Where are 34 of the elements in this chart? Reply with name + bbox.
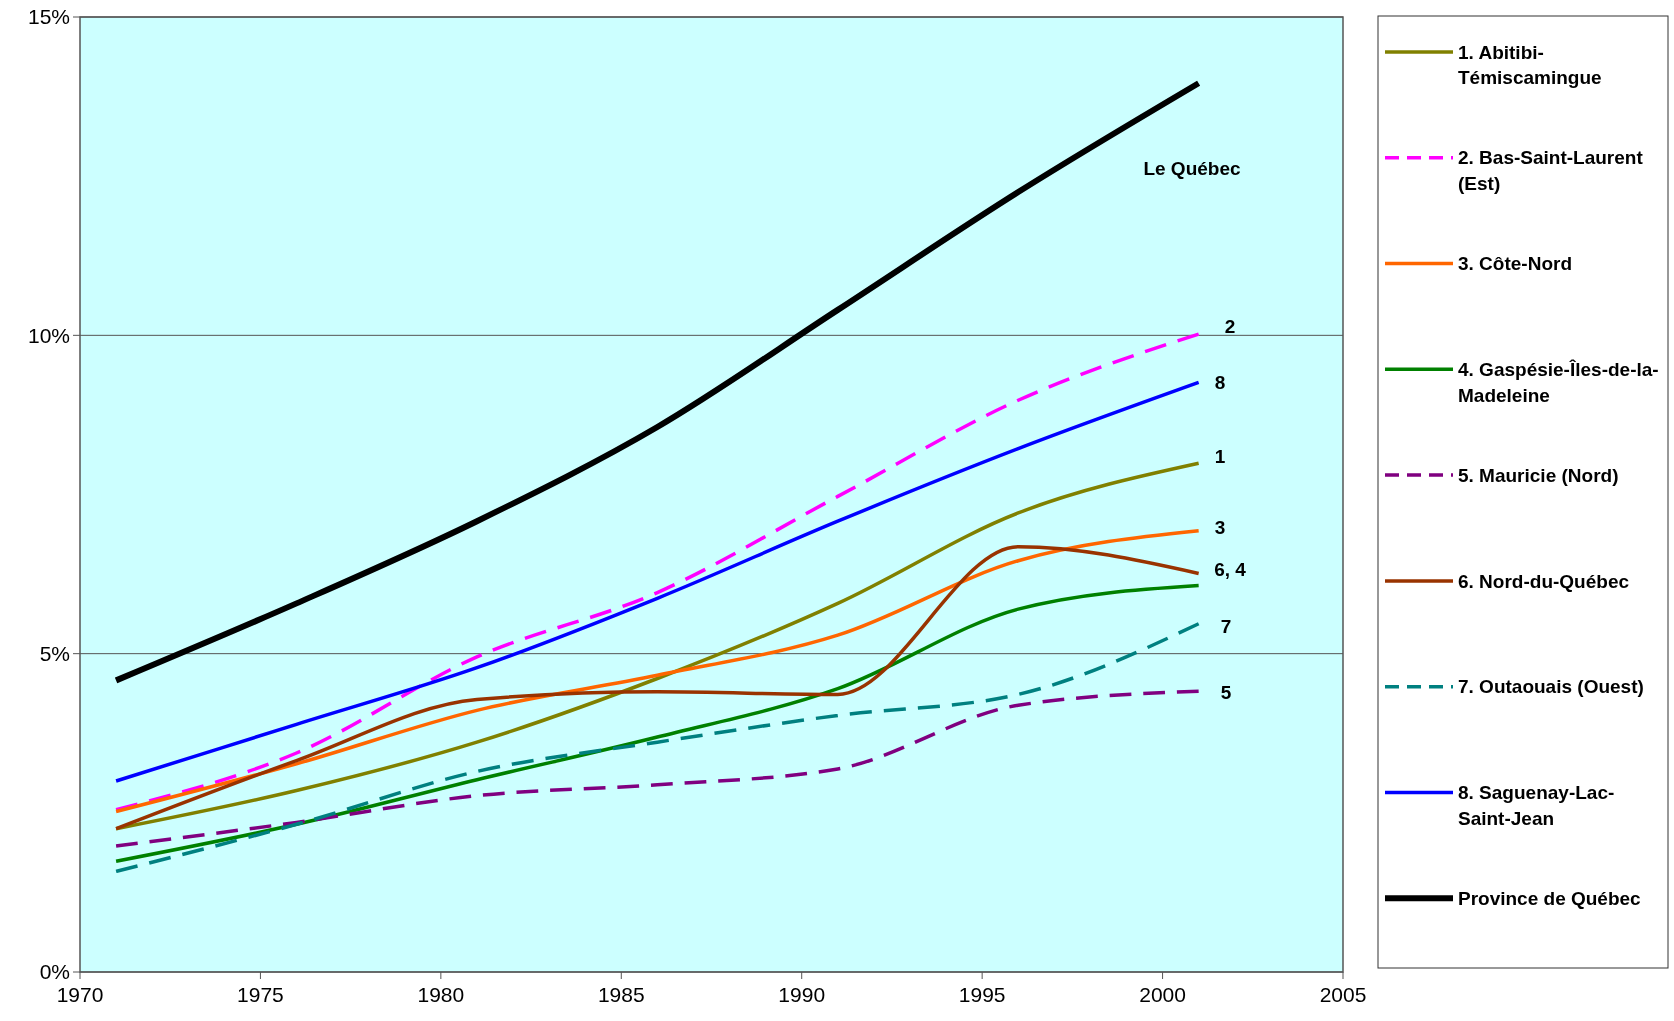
annotation: 6, 4 (1214, 558, 1247, 580)
legend-label: 3. Côte-Nord (1458, 253, 1572, 275)
y-tick-label: 10% (27, 323, 70, 347)
y-tick-label: 15% (27, 5, 70, 29)
legend-label: 4. Gaspésie-Îles-de-la-Madeleine (1458, 358, 1659, 406)
x-tick-label: 1975 (237, 983, 284, 1006)
line-series (114, 689, 1201, 848)
annotation: 5 (1220, 681, 1232, 703)
x-tick-label: 2005 (1319, 983, 1367, 1006)
legend-label: Province de Québec (1458, 887, 1642, 909)
annotation: 7 (1220, 615, 1232, 637)
annotation: 8 (1214, 371, 1226, 393)
x-tick-label: 1985 (597, 983, 645, 1006)
line-series (114, 621, 1201, 874)
annotation: 1 (1214, 445, 1226, 467)
x-tick-label: 2000 (1139, 983, 1186, 1006)
legend-label: 5. Mauricie (Nord) (1458, 464, 1619, 486)
line-series (114, 380, 1201, 783)
legend-label: 8. Saguenay-Lac-Saint-Jean (1458, 782, 1615, 829)
line-series (114, 583, 1201, 863)
y-tick-label: 5% (39, 642, 70, 666)
x-tick-label: 1980 (417, 983, 465, 1006)
line-series (114, 332, 1201, 812)
annotation: 2 (1224, 315, 1236, 337)
legend-label: 6. Nord-du-Québec (1458, 570, 1630, 592)
legend-label: 1. Abitibi-Témiscamingue (1458, 41, 1602, 89)
x-tick-label: 1990 (778, 983, 826, 1006)
x-tick-label: 1970 (56, 983, 104, 1006)
x-tick-label: 1995 (958, 983, 1006, 1006)
legend-label: 7. Outaouais (Ouest) (1458, 676, 1644, 698)
annotation: 3 (1214, 516, 1226, 538)
annotation: Le Québec (1143, 157, 1241, 179)
y-tick-label: 0% (39, 960, 70, 984)
legend-label: 2. Bas-Saint-Laurent (Est) (1458, 147, 1644, 195)
